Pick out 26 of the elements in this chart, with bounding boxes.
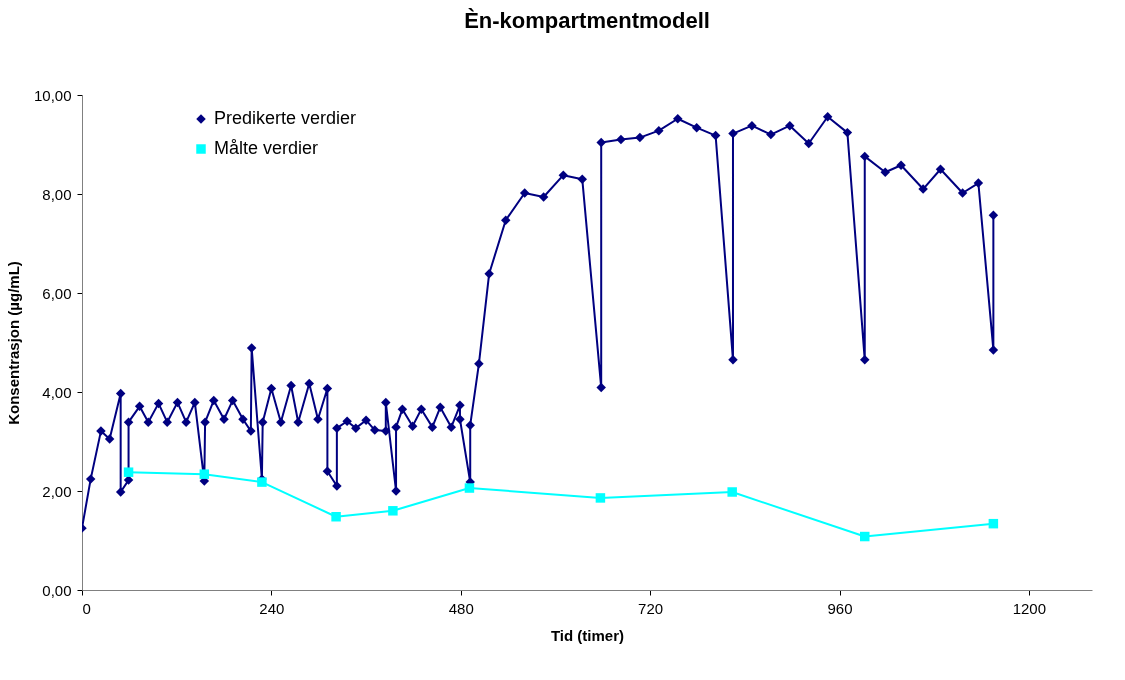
x-tick-label: 720 [638,599,664,617]
y-axis-title: Konsentrasjon (µg/mL) [4,261,22,425]
point [464,483,475,493]
x-axis-title: Tid (timer) [550,626,625,644]
legend-label: Målte verdier [214,138,319,158]
y-tick-label: 8,00 [42,185,72,203]
point [331,512,341,522]
point [860,531,870,542]
x-tick-label: 0 [82,599,91,617]
y-tick-label: 4,00 [42,383,72,401]
y-tick-label: 10,00 [33,86,72,104]
y-tick-label: 2,00 [42,482,72,500]
y-tick-label: 0,00 [42,581,72,599]
legend-label: Predikerte verdier [214,108,357,128]
point [727,487,737,497]
y-tick-label: 6,00 [42,284,72,302]
chart-title: Èn-kompartmentmodell [464,8,710,33]
x-tick-label: 960 [827,599,853,617]
x-tick-label: 480 [448,599,474,617]
point [123,467,134,477]
x-tick-label: 240 [259,599,285,617]
point [388,506,398,516]
point [988,518,999,529]
point [595,493,606,503]
x-tick-label: 1200 [1012,599,1047,617]
point [199,469,210,479]
